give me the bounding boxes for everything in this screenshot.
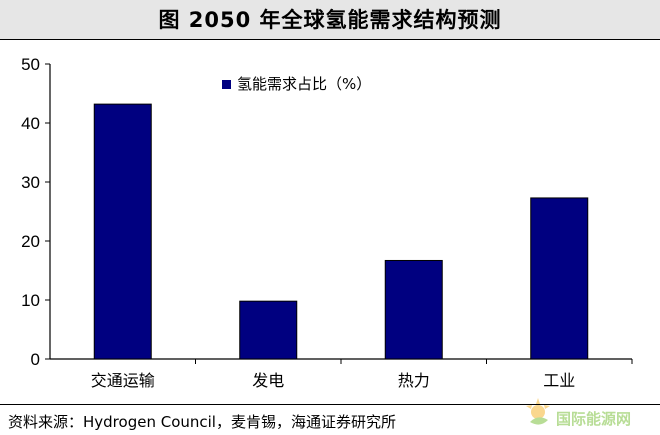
bar [530, 197, 589, 360]
bar-chart: 0 10 20 30 40 50 交通运输 发电 热力 工业 氢能需求占比（%） [21, 55, 633, 390]
x-category-label: 发电 [252, 371, 284, 390]
sun-leaf-logo-icon [526, 398, 550, 425]
x-category-label: 交通运输 [91, 371, 155, 390]
y-tick-label: 50 [21, 55, 40, 74]
title-bar [0, 0, 660, 40]
bar [93, 103, 152, 360]
y-tick-label: 20 [21, 232, 40, 251]
legend-swatch [222, 80, 231, 89]
chart-title: 图 2050 年全球氢能需求结构预测 [158, 8, 502, 32]
watermark-text: 国际能源网 [556, 410, 632, 428]
x-category-label: 工业 [543, 371, 575, 390]
bar [239, 300, 298, 360]
y-tick-label: 30 [21, 173, 40, 192]
x-category-label: 热力 [398, 371, 430, 390]
watermark: 国际能源网 [520, 392, 650, 432]
y-tick-label: 0 [31, 350, 40, 369]
y-tick-label: 10 [21, 291, 40, 310]
legend-label: 氢能需求占比（%） [237, 75, 371, 93]
bar [384, 259, 443, 360]
source-bar: 资料来源：Hydrogen Council，麦肯锡，海通证券研究所 [0, 404, 660, 435]
source-note: 资料来源：Hydrogen Council，麦肯锡，海通证券研究所 [8, 413, 396, 431]
y-tick-label: 40 [21, 114, 40, 133]
